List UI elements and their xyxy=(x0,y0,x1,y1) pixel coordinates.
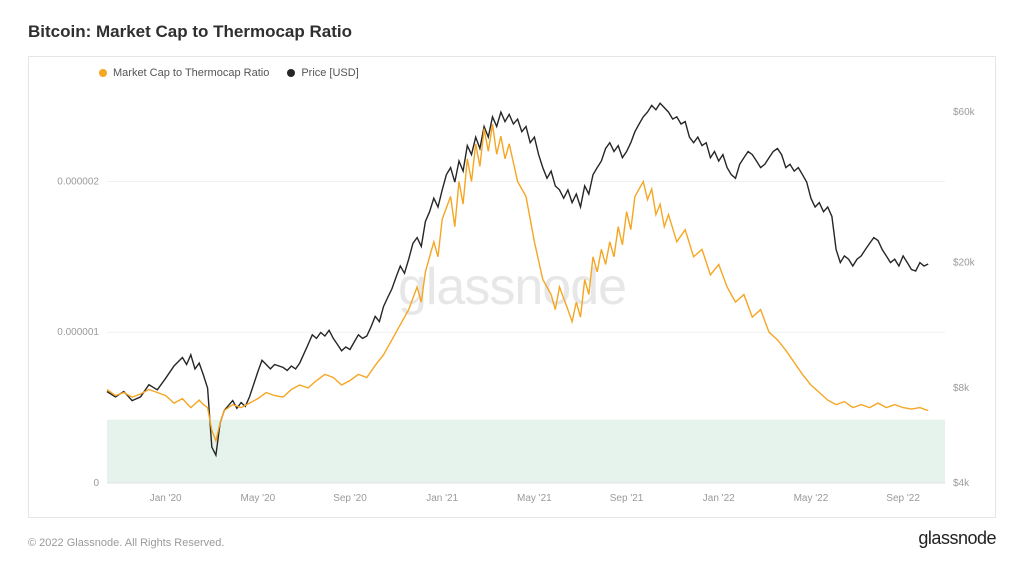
svg-text:Jan '22: Jan '22 xyxy=(703,493,735,504)
svg-text:$20k: $20k xyxy=(953,258,976,269)
chart-area: Market Cap to Thermocap Ratio Price [USD… xyxy=(28,56,996,518)
legend-item-ratio: Market Cap to Thermocap Ratio xyxy=(99,67,269,79)
svg-text:$4k: $4k xyxy=(953,478,970,489)
svg-text:Sep '22: Sep '22 xyxy=(886,493,920,504)
footer: © 2022 Glassnode. All Rights Reserved. g… xyxy=(28,528,996,549)
legend-dot-ratio xyxy=(99,69,107,77)
svg-text:Sep '21: Sep '21 xyxy=(610,493,644,504)
legend-dot-price xyxy=(287,69,295,77)
copyright-text: © 2022 Glassnode. All Rights Reserved. xyxy=(28,537,224,549)
svg-text:$8k: $8k xyxy=(953,383,970,394)
legend-label-price: Price [USD] xyxy=(301,67,358,79)
svg-text:May '22: May '22 xyxy=(794,493,829,504)
svg-text:Sep '20: Sep '20 xyxy=(333,493,367,504)
svg-text:May '20: May '20 xyxy=(240,493,275,504)
svg-text:Jan '21: Jan '21 xyxy=(426,493,458,504)
chart-container: Bitcoin: Market Cap to Thermocap Ratio M… xyxy=(0,0,1024,576)
svg-text:0.000002: 0.000002 xyxy=(57,176,99,187)
plot-svg: 0 0.000001 0.000002 $4k $8k $20k $60k Jan '20 Ma… xyxy=(29,57,995,517)
brand-logo: glassnode xyxy=(918,528,996,549)
svg-text:$60k: $60k xyxy=(953,107,976,118)
chart-title: Bitcoin: Market Cap to Thermocap Ratio xyxy=(28,22,996,42)
svg-text:0.000001: 0.000001 xyxy=(57,327,99,338)
svg-text:Jan '20: Jan '20 xyxy=(150,493,182,504)
legend: Market Cap to Thermocap Ratio Price [USD… xyxy=(99,67,359,79)
legend-item-price: Price [USD] xyxy=(287,67,358,79)
svg-text:May '21: May '21 xyxy=(517,493,552,504)
legend-label-ratio: Market Cap to Thermocap Ratio xyxy=(113,67,269,79)
svg-text:0: 0 xyxy=(93,478,99,489)
